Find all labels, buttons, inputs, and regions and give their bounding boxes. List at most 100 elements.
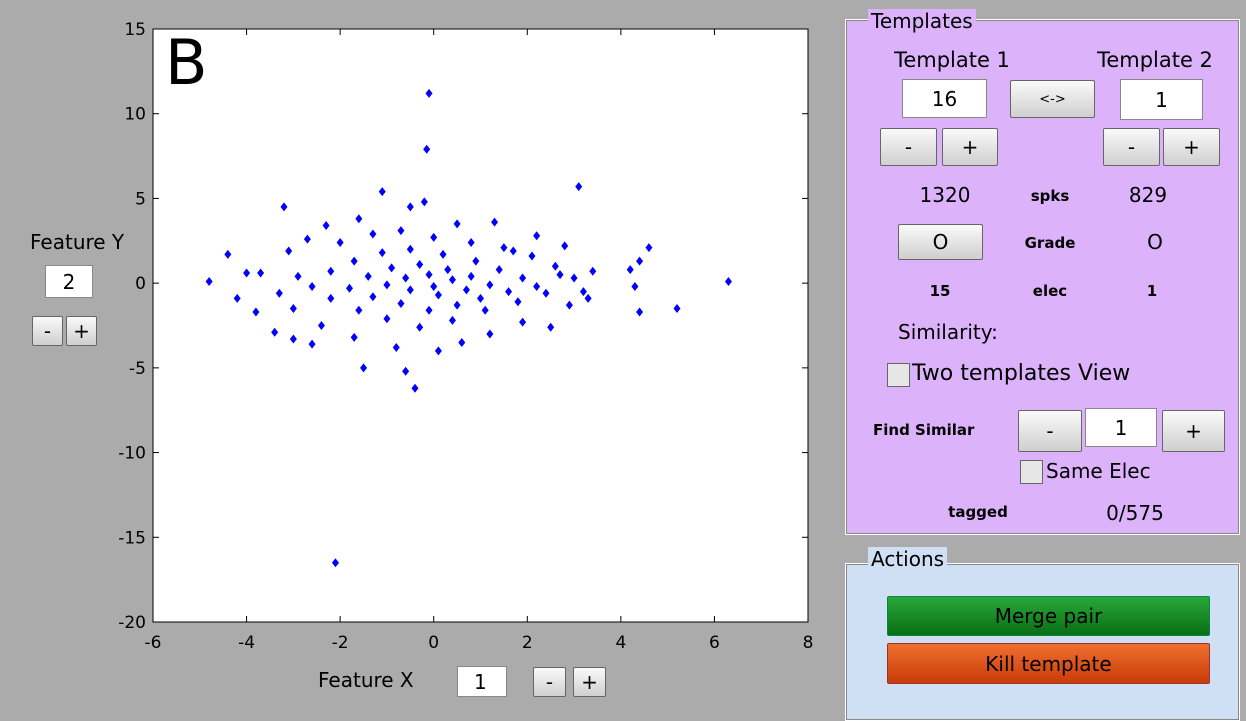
point xyxy=(673,304,681,314)
swap-button[interactable]: <-> xyxy=(1010,80,1095,118)
kill-button[interactable]: Kill template xyxy=(887,643,1210,684)
point xyxy=(388,263,396,273)
template2-minus[interactable]: - xyxy=(1103,128,1160,166)
point xyxy=(392,343,400,353)
panel-letter: B xyxy=(165,26,208,99)
point xyxy=(336,237,344,247)
point xyxy=(378,187,386,197)
point xyxy=(257,268,265,278)
point xyxy=(556,270,564,280)
point xyxy=(448,315,456,325)
template1-minus[interactable]: - xyxy=(880,128,937,166)
point xyxy=(584,293,592,303)
point xyxy=(486,329,494,339)
point xyxy=(514,297,522,307)
point xyxy=(425,270,433,280)
point xyxy=(645,243,653,253)
point xyxy=(519,273,527,283)
find-similar-minus[interactable]: - xyxy=(1018,410,1082,452)
two-view-checkbox[interactable] xyxy=(887,363,910,387)
find-similar-input[interactable]: 1 xyxy=(1085,408,1157,447)
point xyxy=(486,280,494,290)
point xyxy=(327,293,335,303)
elec-t1: 15 xyxy=(929,282,951,300)
point xyxy=(565,300,573,310)
point xyxy=(434,290,442,300)
point xyxy=(327,266,335,276)
same-elec-checkbox[interactable] xyxy=(1020,460,1043,484)
feature-x-minus[interactable]: - xyxy=(533,667,566,697)
point xyxy=(406,202,414,212)
two-view-label[interactable]: Two templates View xyxy=(912,361,1131,386)
point xyxy=(378,248,386,258)
point xyxy=(589,266,597,276)
point xyxy=(491,217,499,227)
template1-input[interactable]: 16 xyxy=(902,79,987,118)
tagged-value: 0/575 xyxy=(1106,501,1164,525)
point xyxy=(636,256,644,266)
find-similar-label: Find Similar xyxy=(873,421,975,439)
point xyxy=(322,221,330,231)
point xyxy=(406,244,414,254)
point xyxy=(331,558,339,568)
point xyxy=(542,288,550,298)
template2-plus[interactable]: + xyxy=(1163,128,1220,166)
point xyxy=(453,300,461,310)
point xyxy=(505,287,513,297)
point xyxy=(448,275,456,285)
x-tick-label: -2 xyxy=(332,633,349,653)
point xyxy=(570,273,578,283)
point xyxy=(308,339,316,349)
template2-input[interactable]: 1 xyxy=(1120,79,1203,120)
point xyxy=(472,256,480,266)
point xyxy=(271,327,279,337)
point xyxy=(631,282,639,292)
point xyxy=(626,265,634,275)
spikes-label: spks xyxy=(1030,187,1070,205)
elec-label: elec xyxy=(1032,282,1068,300)
feature-y-input[interactable]: 2 xyxy=(45,265,93,298)
point xyxy=(285,246,293,256)
point xyxy=(500,243,508,253)
merge-button[interactable]: Merge pair xyxy=(887,596,1210,636)
point xyxy=(458,337,466,347)
grade-button[interactable]: O xyxy=(898,224,983,260)
template1-plus[interactable]: + xyxy=(942,128,998,166)
point xyxy=(280,202,288,212)
point xyxy=(355,305,363,315)
point xyxy=(551,261,559,271)
similarity-label: Similarity: xyxy=(898,320,998,344)
feature-y-label: Feature Y xyxy=(30,230,125,254)
feature-y-minus[interactable]: - xyxy=(32,316,63,346)
point xyxy=(561,241,569,251)
feature-x-label: Feature X xyxy=(318,668,414,692)
point xyxy=(477,293,484,303)
point xyxy=(528,251,536,261)
point xyxy=(369,292,377,302)
point xyxy=(453,219,461,229)
point xyxy=(355,214,363,224)
x-tick-label: 0 xyxy=(428,633,439,653)
point xyxy=(467,237,475,247)
point xyxy=(383,280,391,290)
y-tick-label: 0 xyxy=(135,274,146,294)
same-elec-label[interactable]: Same Elec xyxy=(1046,459,1151,483)
find-similar-plus[interactable]: + xyxy=(1162,410,1225,452)
point xyxy=(533,231,541,241)
point xyxy=(397,298,405,308)
y-tick-label: 5 xyxy=(135,189,146,209)
point xyxy=(425,88,433,98)
point xyxy=(509,246,517,256)
y-tick-label: -10 xyxy=(118,444,146,464)
point xyxy=(243,268,251,278)
point xyxy=(547,322,555,332)
point xyxy=(364,271,372,281)
y-tick-label: -5 xyxy=(129,359,146,379)
point xyxy=(252,307,260,317)
point xyxy=(317,321,325,330)
feature-y-plus[interactable]: + xyxy=(66,316,97,346)
axes-box xyxy=(152,28,809,623)
feature-x-plus[interactable]: + xyxy=(573,667,606,697)
feature-x-input[interactable]: 1 xyxy=(457,666,507,697)
